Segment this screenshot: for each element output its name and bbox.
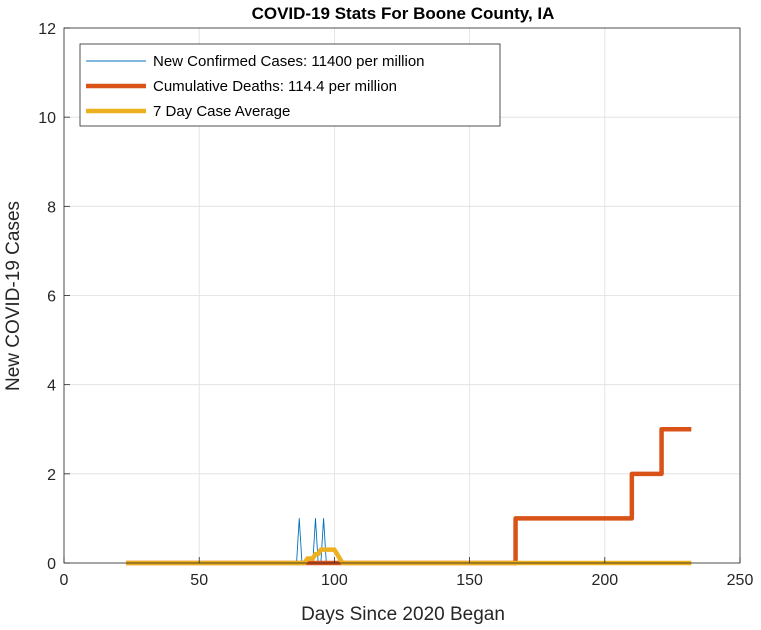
legend-label-deaths: Cumulative Deaths: 114.4 per million xyxy=(153,78,397,95)
chart-title: COVID-19 Stats For Boone County, IA xyxy=(252,4,555,23)
ticks: 0 50 100 150 200 250 0 2 4 6 8 10 12 xyxy=(38,21,753,589)
y-tick-label: 6 xyxy=(47,289,56,306)
y-tick-label: 2 xyxy=(47,467,56,484)
legend-label-new-cases: New Confirmed Cases: 11400 per million xyxy=(153,53,425,70)
legend-label-7day-average: 7 Day Case Average xyxy=(153,103,290,120)
y-tick-label: 12 xyxy=(38,21,56,38)
x-axis-label: Days Since 2020 Began xyxy=(301,604,505,625)
y-tick-label: 0 xyxy=(47,556,56,573)
legend-box xyxy=(79,43,501,127)
x-tick-label: 100 xyxy=(321,572,348,589)
legend: New Confirmed Cases: 11400 per million C… xyxy=(79,43,501,127)
x-tick-label: 250 xyxy=(727,572,754,589)
x-tick-label: 50 xyxy=(190,572,208,589)
x-tick-label: 0 xyxy=(60,572,69,589)
y-axis-label: New COVID-19 Cases xyxy=(3,201,24,391)
y-tick-label: 10 xyxy=(38,110,56,127)
x-tick-label: 200 xyxy=(591,572,618,589)
series-line-deaths xyxy=(126,427,692,566)
x-tick-label: 150 xyxy=(456,572,483,589)
y-tick-label: 8 xyxy=(47,199,56,216)
y-tick-label: 4 xyxy=(47,378,56,395)
